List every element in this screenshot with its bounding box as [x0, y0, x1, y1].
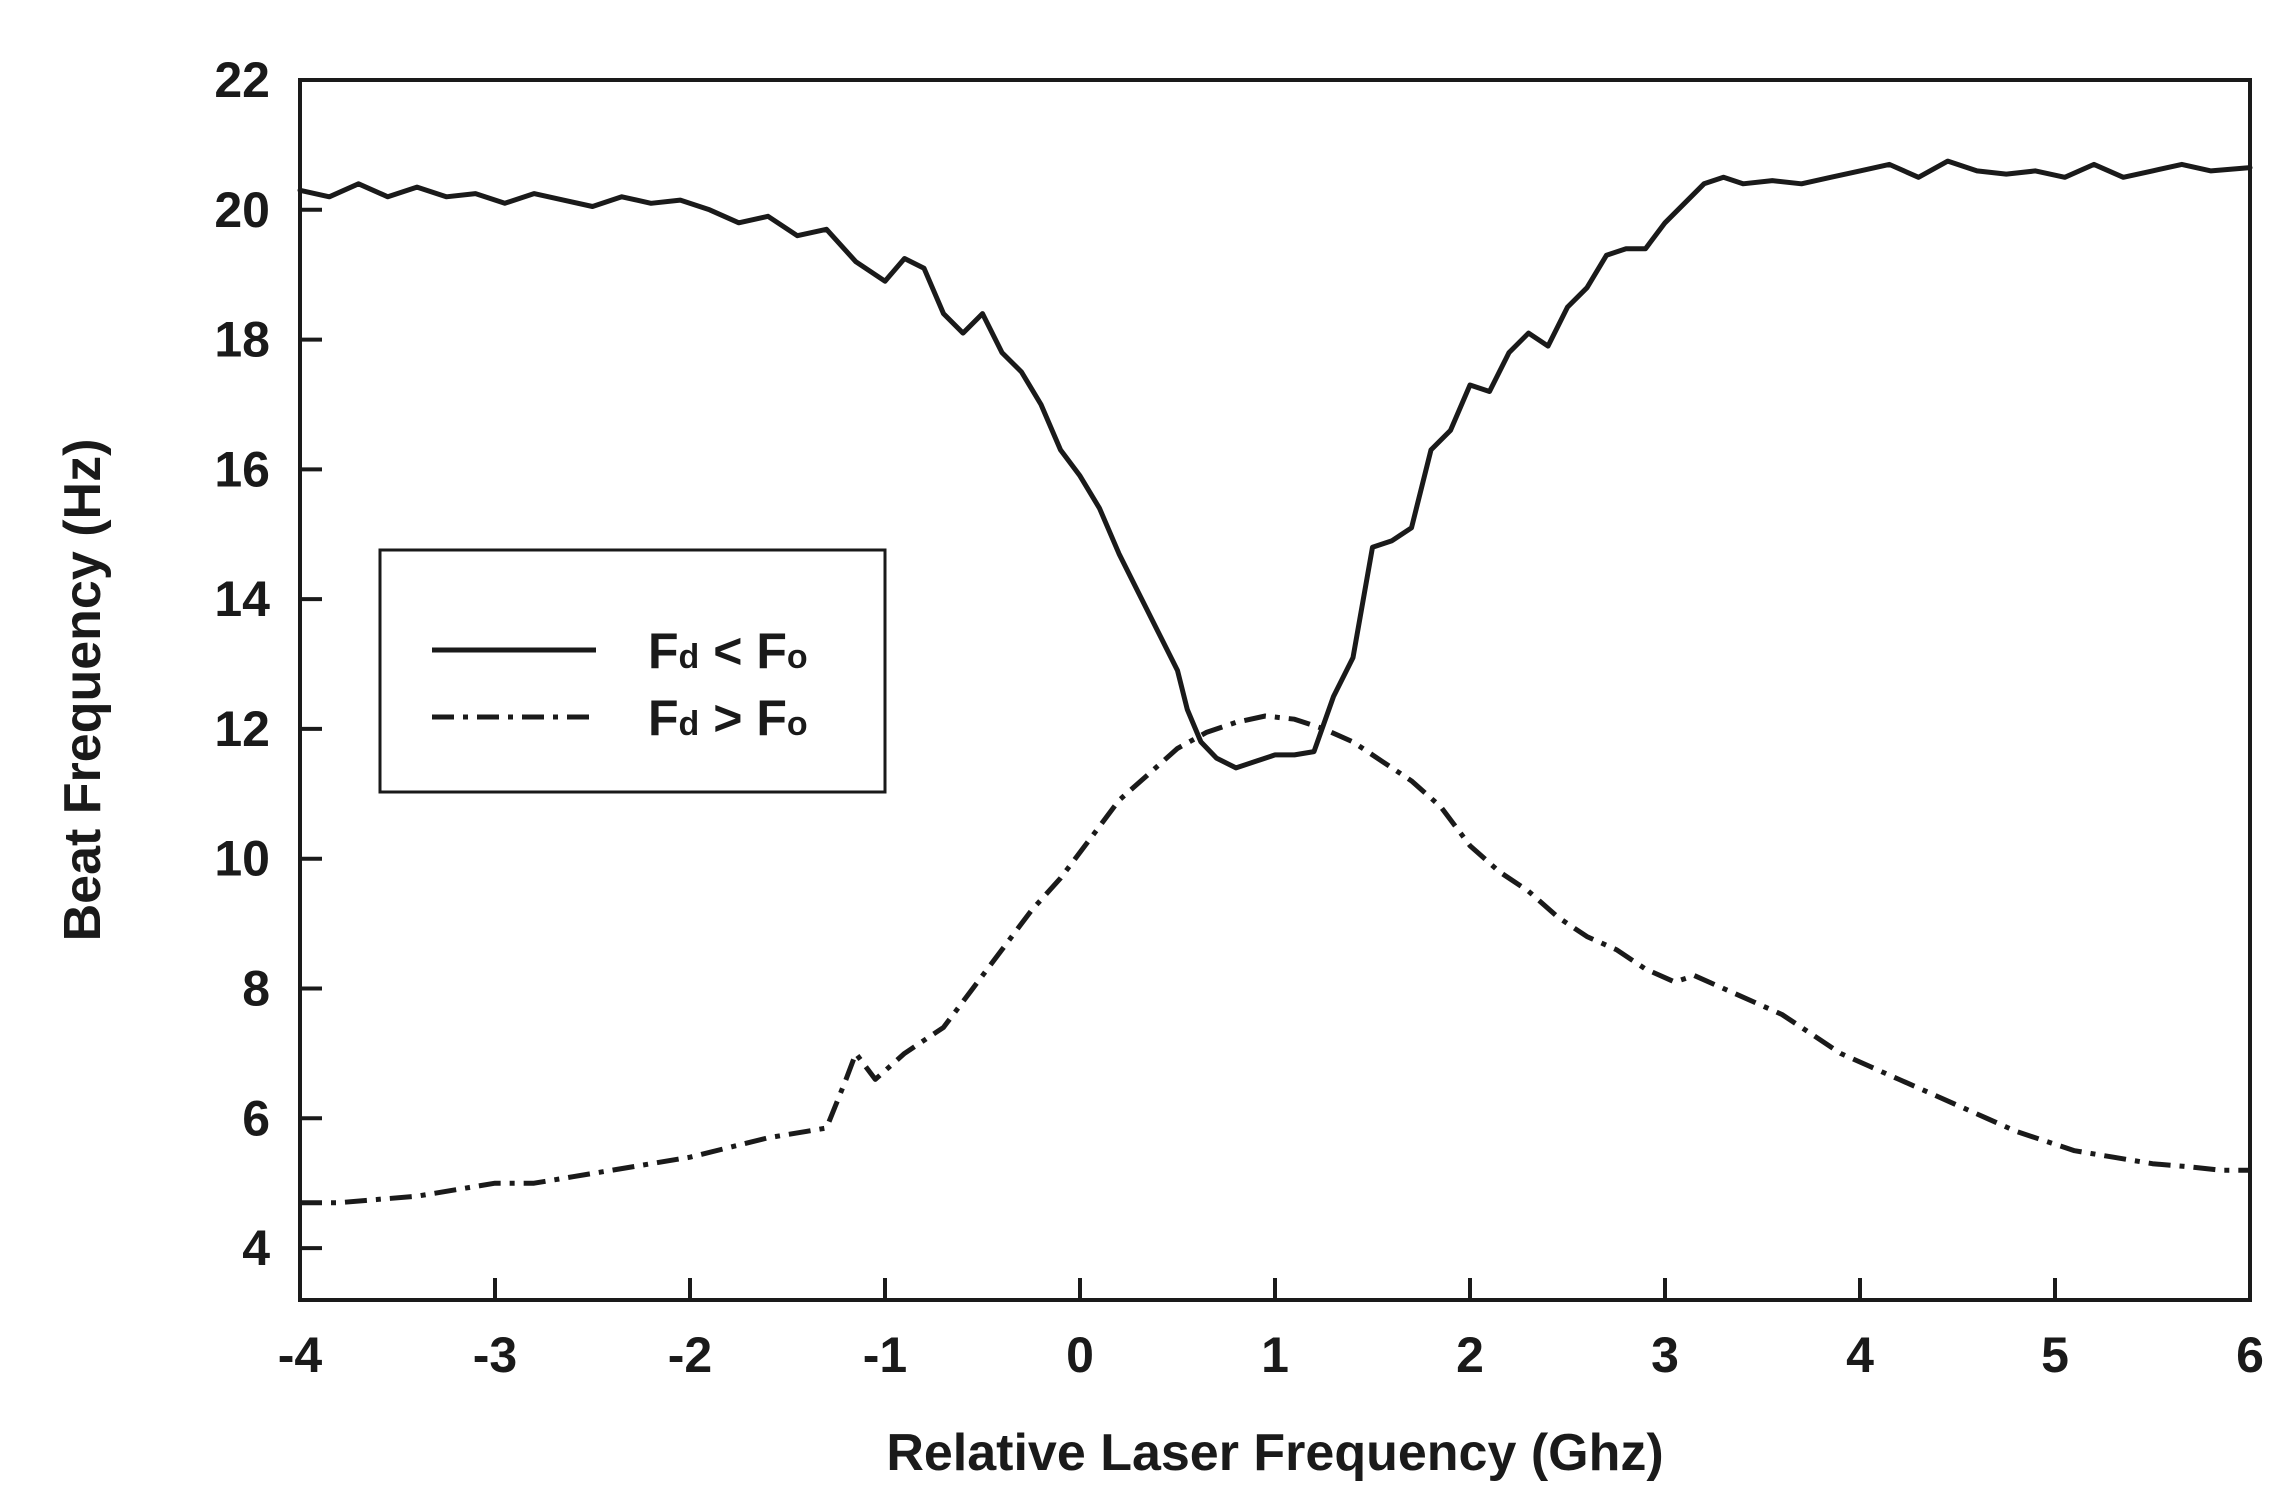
x-tick-label: -1 [863, 1327, 907, 1383]
series-layer [297, 158, 2253, 1206]
x-axis-label: Relative Laser Frequency (Ghz) [886, 1424, 1663, 1482]
legend-label-lt: Fd < Fo [648, 623, 808, 679]
y-tick-label: 10 [214, 831, 270, 887]
legend: Fd < Fo Fd > Fo [378, 548, 887, 794]
y-tick-label: 22 [214, 52, 270, 108]
x-tick-label: 0 [1066, 1327, 1094, 1383]
y-tick-label: 8 [242, 961, 270, 1017]
x-tick-label: 3 [1651, 1327, 1679, 1383]
y-tick-label: 16 [214, 441, 270, 497]
x-tick-label: -2 [668, 1327, 712, 1383]
legend-box [378, 548, 887, 794]
legend-label-gt: Fd > Fo [648, 690, 808, 746]
x-tick-label: 5 [2041, 1327, 2069, 1383]
y-tick-label: 6 [242, 1090, 270, 1146]
x-tick-label: 6 [2236, 1327, 2264, 1383]
x-tick-label: -3 [473, 1327, 517, 1383]
series-line-fd-gt-fo [300, 713, 2250, 1206]
x-tick-label: 1 [1261, 1327, 1289, 1383]
y-axis: 4 6 8 10 12 14 16 18 20 22 [214, 52, 322, 1276]
x-tick-label: 2 [1456, 1327, 1484, 1383]
y-tick-label: 18 [214, 312, 270, 368]
y-tick-label: 12 [214, 701, 270, 757]
y-tick-label: 4 [242, 1220, 270, 1276]
y-tick-label: 20 [214, 182, 270, 238]
y-axis-label: Beat Frequency (Hz) [54, 439, 112, 942]
x-tick-label: 4 [1846, 1327, 1874, 1383]
series-line-fd-lt-fo [297, 158, 2253, 771]
x-axis: -4 -3 -2 -1 0 1 2 3 4 5 6 [278, 1278, 2264, 1383]
x-tick-label: -4 [278, 1327, 323, 1383]
y-tick-label: 14 [214, 571, 270, 627]
